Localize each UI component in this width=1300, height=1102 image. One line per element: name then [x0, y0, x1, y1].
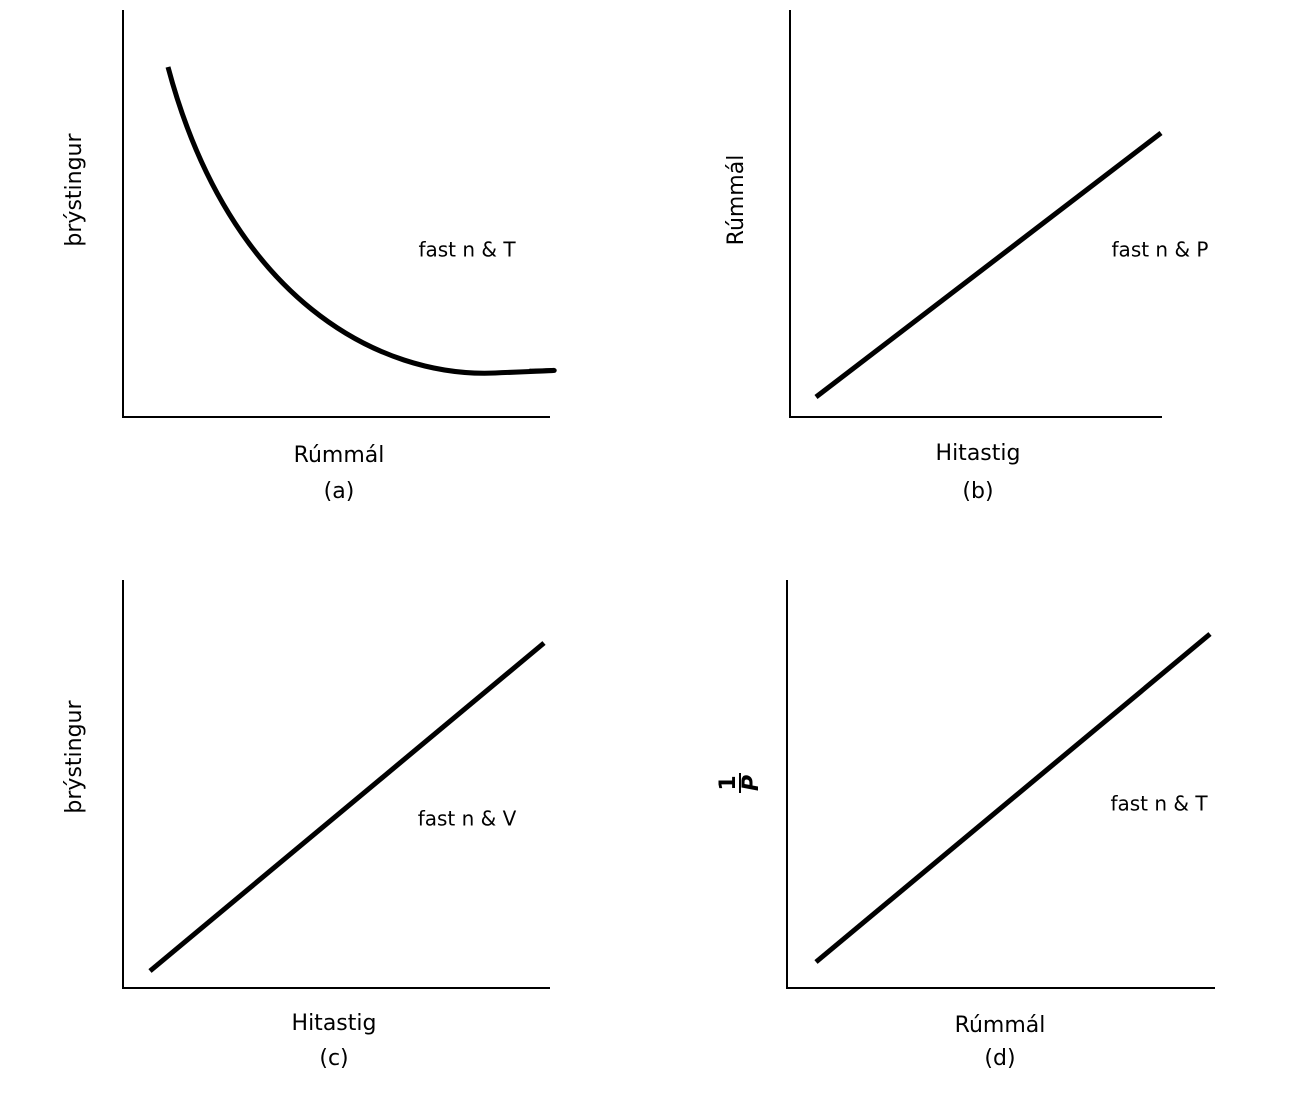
- caption: (a): [324, 479, 355, 504]
- y-label-denominator: P: [739, 775, 764, 791]
- axes: [122, 580, 550, 989]
- line: [148, 641, 546, 973]
- caption: (d): [984, 1046, 1015, 1071]
- panel-d: 1 P Rúmmál (d) fast n & T: [716, 580, 1215, 1071]
- x-label: Hitastig: [292, 1011, 377, 1036]
- line: [814, 632, 1212, 964]
- annotation: fast n & T: [418, 238, 516, 262]
- axes: [789, 10, 1162, 418]
- axes: [786, 580, 1215, 989]
- curve: [165, 66, 557, 376]
- caption: (b): [962, 479, 993, 504]
- y-label: 1 P: [716, 773, 764, 793]
- x-label: Rúmmál: [955, 1013, 1046, 1038]
- caption: (c): [319, 1046, 348, 1071]
- annotation: fast n & T: [1110, 792, 1208, 816]
- x-label: Hitastig: [936, 441, 1021, 466]
- panel-b: Rúmmál Hitastig (b) fast n & P: [724, 10, 1208, 504]
- panel-a: þrýstingur Rúmmál (a) fast n & T: [62, 10, 557, 504]
- line: [814, 131, 1163, 399]
- annotation: fast n & P: [1112, 238, 1209, 262]
- x-label: Rúmmál: [294, 443, 385, 468]
- y-label: þrýstingur: [62, 132, 87, 246]
- y-label: Rúmmál: [724, 155, 749, 246]
- axes: [122, 10, 550, 418]
- annotation: fast n & V: [418, 807, 517, 831]
- y-label: þrýstingur: [62, 699, 87, 813]
- y-label-numerator: 1: [716, 775, 741, 790]
- panel-c: þrýstingur Hitastig (c) fast n & V: [62, 580, 550, 1071]
